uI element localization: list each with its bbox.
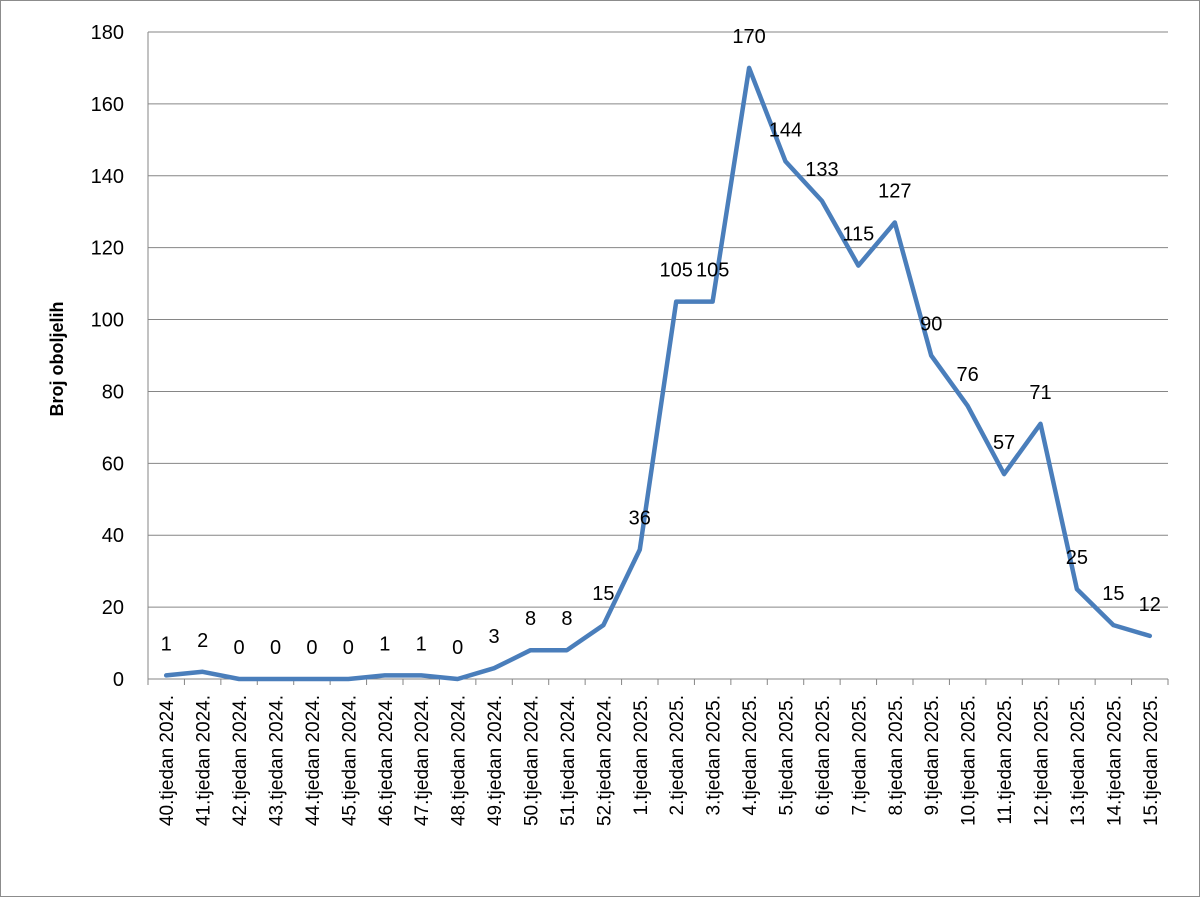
x-tick-label: 49.tjedan 2024. [485,695,506,826]
x-tick-label: 12.tjedan 2025. [1032,695,1053,826]
data-label: 1 [416,633,427,655]
y-tick-label: 20 [102,597,124,619]
data-label: 2 [197,630,208,652]
y-axis-label: Broj oboljelih [47,302,67,417]
data-label: 15 [1102,583,1124,605]
data-label: 36 [629,508,651,530]
x-tick-label: 14.tjedan 2025. [1104,695,1125,826]
data-label: 15 [592,583,614,605]
x-tick-label: 42.tjedan 2024. [230,695,251,826]
x-tick-label: 8.tjedan 2025. [886,695,907,815]
x-tick-label: 48.tjedan 2024. [449,695,470,826]
x-tick-label: 41.tjedan 2024. [194,695,215,826]
y-tick-label: 180 [91,22,124,44]
data-label: 0 [234,637,245,659]
data-label: 8 [525,608,536,630]
x-tick-label: 44.tjedan 2024. [303,695,324,826]
y-tick-label: 0 [113,669,124,691]
x-tick-label: 47.tjedan 2024. [412,695,433,826]
data-label: 3 [489,626,500,648]
x-tick-label: 6.tjedan 2025. [813,695,834,815]
x-tick-label: 52.tjedan 2024. [594,695,615,826]
data-label: 57 [993,432,1015,454]
x-tick-label: 13.tjedan 2025. [1068,695,1089,826]
data-label: 90 [920,314,942,336]
x-tick-label: 11.tjedan 2025. [995,695,1016,825]
y-tick-label: 120 [91,238,124,260]
x-tick-labels: 40.tjedan 2024. 41.tjedan 2024. 42.tjedan … [157,695,1162,826]
x-tick-label: 40.tjedan 2024. [157,695,178,826]
data-label: 105 [660,260,693,282]
data-label: 12 [1139,594,1161,616]
y-tick-label: 160 [91,94,124,116]
x-tick-label: 1.tjedan 2025. [631,695,652,815]
x-tick-label: 9.tjedan 2025. [922,695,943,815]
x-tick-label: 3.tjedan 2025. [704,695,725,815]
series-line [163,65,1153,682]
data-label: 25 [1066,547,1088,569]
data-label: 0 [306,637,317,659]
series-line-layer [163,65,1153,682]
x-tick-label: 4.tjedan 2025. [740,695,761,815]
x-tick-label: 15.tjedan 2025. [1141,695,1162,826]
data-label: 71 [1029,382,1051,404]
data-label: 1 [379,633,390,655]
data-label: 76 [957,364,979,386]
axes [147,32,1169,685]
data-label: 0 [343,637,354,659]
data-label: 0 [452,637,463,659]
y-tick-label: 80 [102,381,124,403]
x-tick-label: 10.tjedan 2025. [959,695,980,826]
data-label: 144 [769,119,802,141]
data-label: 127 [878,181,911,203]
y-tick-labels: 0 20 40 60 80 100 120 140 160 180 [91,22,124,691]
data-label: 133 [805,159,838,181]
x-tick-label: 5.tjedan 2025. [777,695,798,815]
data-label: 170 [732,26,765,48]
x-tick-label: 50.tjedan 2024. [522,695,543,826]
data-label: 105 [696,260,729,282]
y-tick-label: 60 [102,453,124,475]
data-label: 0 [270,637,281,659]
data-label: 8 [561,608,572,630]
x-tick-label: 2.tjedan 2025. [667,695,688,815]
y-tick-label: 100 [91,310,124,332]
x-tick-label: 46.tjedan 2024. [376,695,397,826]
x-tick-label: 7.tjedan 2025. [849,695,870,815]
x-tick-label: 43.tjedan 2024. [267,695,288,826]
x-tick-label: 51.tjedan 2024. [558,695,579,826]
y-tick-label: 40 [102,525,124,547]
y-tick-label: 140 [91,166,124,188]
gridlines [148,31,1168,608]
data-label: 1 [161,633,172,655]
data-label: 115 [842,224,874,246]
x-tick-label: 45.tjedan 2024. [339,695,360,826]
